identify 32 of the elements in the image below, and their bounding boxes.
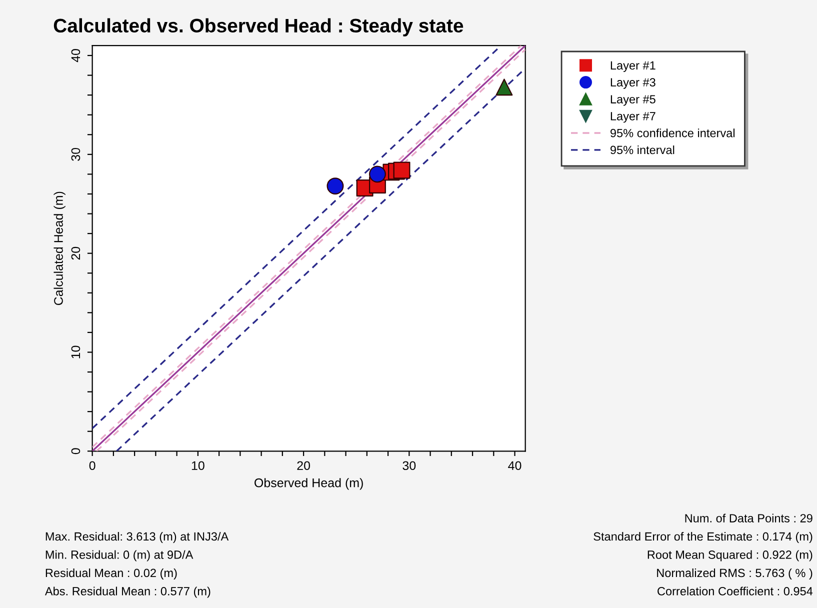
x-tick-label: 0 bbox=[89, 461, 96, 470]
text: Num. of Data Points : 29 bbox=[685, 514, 812, 522]
legend-label: 95% confidence interval bbox=[610, 128, 735, 138]
y-tick-label: 20 bbox=[71, 246, 80, 260]
point bbox=[496, 78, 513, 96]
text: Residual Mean : 0.02 (m) bbox=[46, 568, 177, 580]
y-tick-label: 30 bbox=[71, 148, 80, 161]
y-tick-label: 0 bbox=[71, 448, 80, 454]
legend-label: Layer #3 bbox=[610, 78, 656, 89]
x-tick-label: 30 bbox=[402, 461, 416, 470]
x-tick-label: 20 bbox=[297, 461, 310, 470]
x-tick-label: 10 bbox=[192, 461, 204, 470]
text: Root Mean Squared : 0.922 (m) bbox=[648, 550, 812, 562]
y-tick-label: 10 bbox=[71, 346, 80, 358]
text: Max. Residual: 3.613 (m) at INJ3/A bbox=[46, 532, 229, 543]
legend-label: Layer #7 bbox=[610, 112, 656, 123]
x-tick-label: 40 bbox=[508, 461, 522, 470]
chart-title: Calculated vs. Observed Head : Steady state bbox=[54, 18, 464, 36]
legend-label: Layer #1 bbox=[610, 61, 656, 72]
point bbox=[326, 178, 344, 195]
text: Abs. Residual Mean : 0.577 (m) bbox=[44, 586, 210, 598]
text: Normalized RMS : 5.763 ( % ) bbox=[657, 568, 812, 580]
x-axis-title: Observed Head (m) bbox=[254, 478, 363, 490]
point bbox=[393, 162, 410, 179]
point bbox=[369, 166, 386, 183]
text: Standard Error of the Estimate : 0.174 (m) bbox=[594, 532, 812, 543]
legend-label: Layer #5 bbox=[610, 95, 656, 106]
y-tick-label: 40 bbox=[71, 49, 80, 62]
text: Correlation Coefficient : 0.954 bbox=[658, 586, 813, 596]
legend-label: 95% interval bbox=[610, 145, 674, 154]
y-axis-title: Calculated Head (m) bbox=[54, 192, 66, 306]
text: Min. Residual: 0 (m) at 9D/A bbox=[46, 550, 194, 562]
